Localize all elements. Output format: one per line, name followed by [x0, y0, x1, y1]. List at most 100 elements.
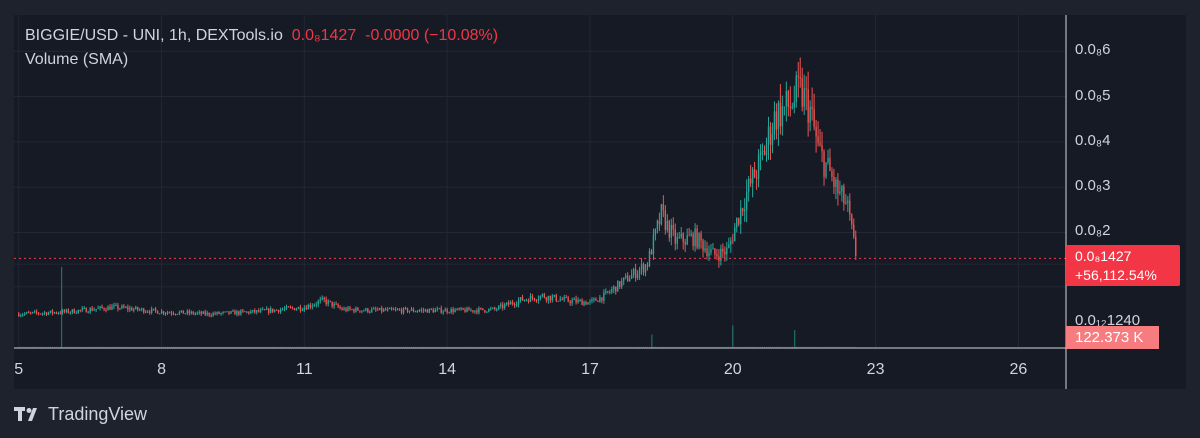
candle-body	[224, 311, 226, 313]
price-chart[interactable]	[14, 15, 1186, 389]
volume-bar	[635, 346, 637, 348]
volume-bar	[123, 346, 125, 348]
candle-body	[103, 308, 105, 310]
tradingview-brand[interactable]: TradingView	[14, 404, 147, 425]
candle-body	[321, 297, 323, 300]
volume-bar	[103, 346, 105, 348]
volume-bar	[444, 346, 446, 348]
volume-bar	[641, 346, 643, 348]
candle-body	[708, 252, 710, 257]
candle-body	[622, 277, 625, 281]
volume-bar	[135, 346, 137, 348]
candle-body	[109, 306, 111, 310]
volume-bar	[575, 346, 577, 348]
volume-bar	[504, 346, 506, 348]
volume-bar	[149, 346, 151, 348]
candle-body	[75, 312, 77, 314]
volume-bar	[470, 346, 472, 348]
candle-body	[264, 309, 266, 311]
y-tick-label: 0.0₈4	[1075, 131, 1111, 149]
volume-bar	[341, 346, 343, 348]
candle-body	[208, 312, 210, 316]
candle-body	[61, 310, 64, 314]
volume-bar	[563, 346, 565, 348]
volume-bar	[67, 346, 69, 348]
candle-body	[81, 308, 83, 310]
y-tick-label: 0.0₈6	[1075, 41, 1111, 59]
volume-bar	[252, 346, 254, 348]
candle-body	[392, 309, 395, 311]
volume-bar	[680, 346, 682, 348]
volume-bar	[83, 346, 85, 348]
candle-body	[486, 311, 488, 313]
volume-bar	[752, 346, 754, 348]
candle-body	[277, 309, 280, 313]
volume-bar	[714, 346, 716, 348]
candle-body	[563, 297, 565, 300]
volume-bar	[155, 346, 157, 348]
volume-bar	[529, 346, 531, 348]
volume-bar	[414, 346, 416, 348]
volume-bar	[571, 346, 573, 348]
candle-body	[503, 304, 506, 308]
candle-body	[761, 150, 764, 153]
candle-body	[406, 308, 409, 312]
volume-bar	[474, 346, 476, 348]
candle-body	[519, 297, 522, 301]
volume-bar	[502, 346, 504, 348]
volume-bar	[244, 346, 246, 348]
volume-bar	[557, 346, 559, 348]
candle-body	[226, 311, 228, 313]
candle-body	[466, 307, 468, 312]
volume-bar	[418, 346, 420, 348]
volume-bar	[278, 346, 280, 348]
candle-body	[180, 310, 183, 312]
candle-body	[55, 312, 58, 314]
candle-body	[176, 314, 179, 316]
indicator-legend[interactable]: Volume (SMA)	[25, 51, 129, 68]
volume-bar	[349, 346, 351, 348]
candle-body	[513, 303, 516, 305]
candle-body	[133, 309, 135, 311]
volume-bar	[395, 346, 397, 348]
volume-bar	[71, 346, 73, 348]
volume-bar	[228, 346, 230, 348]
volume-bar	[200, 346, 202, 348]
candle-body	[297, 307, 300, 309]
candle-body	[793, 102, 795, 108]
candle-body	[525, 299, 528, 301]
volume-bar	[49, 346, 51, 348]
volume-bar	[629, 346, 631, 348]
candle-body	[51, 310, 54, 314]
volume-bar	[781, 346, 783, 348]
x-tick-label: 8	[157, 361, 167, 378]
candle-body	[676, 237, 678, 244]
volume-bar	[428, 346, 430, 348]
candle-body	[347, 307, 349, 311]
candle-body	[595, 298, 597, 301]
volume-bar	[325, 346, 327, 348]
volume-bar	[791, 346, 793, 348]
candle-body	[202, 311, 204, 314]
volume-bar	[165, 346, 167, 348]
candle-body	[583, 302, 585, 306]
volume-bar	[230, 346, 232, 348]
candle-body	[69, 312, 72, 314]
candle-body	[841, 186, 843, 192]
volume-bar	[57, 346, 59, 348]
candle-body	[603, 292, 605, 301]
candle-body	[71, 309, 74, 313]
volume-bar	[619, 346, 621, 348]
candle-body	[462, 307, 464, 310]
volume-bar	[623, 346, 625, 348]
candle-body	[577, 300, 579, 303]
candle-body	[99, 306, 101, 309]
volume-bar	[182, 346, 184, 348]
volume-bar	[551, 346, 553, 348]
candle-body	[22, 314, 24, 316]
volume-bar	[577, 346, 579, 348]
volume-bar	[599, 346, 601, 348]
candle-body	[428, 308, 431, 313]
candle-body	[327, 300, 329, 304]
volume-bar	[448, 346, 450, 348]
